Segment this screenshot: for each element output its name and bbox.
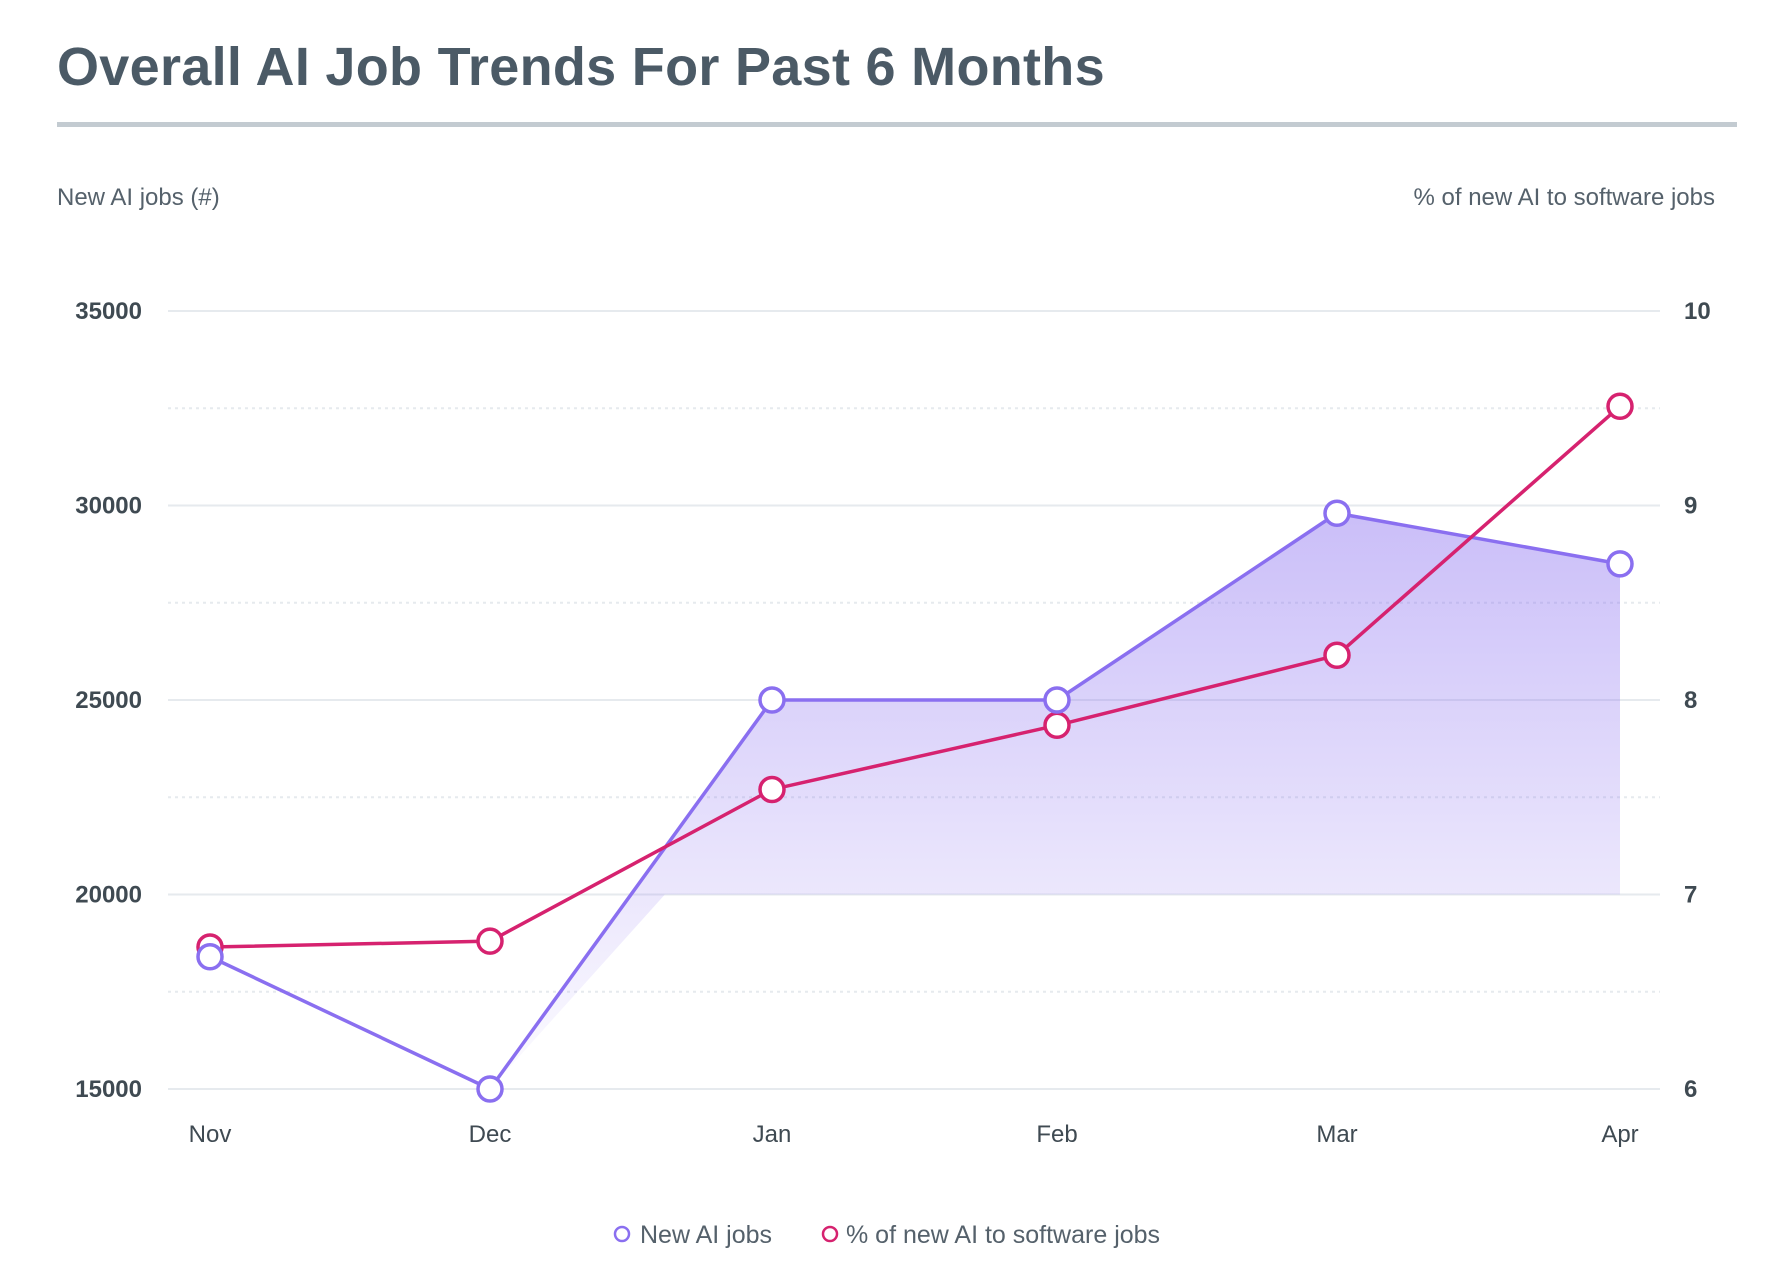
data-point <box>1043 686 1071 714</box>
series-line <box>209 511 1621 1092</box>
x-tick-label: Dec <box>469 1121 512 1148</box>
left-tick-label: 15000 <box>75 1076 142 1103</box>
legend-marker <box>821 1225 839 1243</box>
data-point <box>476 1075 504 1103</box>
data-point <box>476 927 504 955</box>
left-tick-label: 25000 <box>75 687 142 714</box>
right-tick-label: 6 <box>1684 1076 1697 1103</box>
x-tick-label: Feb <box>1036 1121 1077 1148</box>
data-point <box>1043 711 1071 740</box>
right-tick-label: 7 <box>1684 882 1697 909</box>
right-tick-label: 8 <box>1684 687 1697 714</box>
chart-title: Overall AI Job Trends For Past 6 Months <box>57 37 1105 97</box>
right-axis-label: % of new AI to software jobs <box>1413 184 1716 211</box>
title-divider <box>57 122 1737 127</box>
data-point <box>1606 550 1634 578</box>
x-tick-label: Mar <box>1316 1121 1357 1148</box>
data-point <box>1323 641 1351 670</box>
left-axis-label: New AI jobs (#) <box>57 184 220 211</box>
left-tick-label: 35000 <box>75 298 142 325</box>
x-tick-label: Jan <box>753 1121 792 1148</box>
data-point <box>1606 392 1634 421</box>
x-tick-label: Nov <box>189 1121 232 1148</box>
right-tick-label: 9 <box>1684 493 1697 520</box>
legend-label: New AI jobs <box>640 1221 772 1249</box>
data-point <box>758 686 786 714</box>
right-tick-label: 10 <box>1684 298 1711 325</box>
left-tick-label: 20000 <box>75 882 142 909</box>
data-point <box>196 942 224 971</box>
left-tick-label: 30000 <box>75 493 142 520</box>
series-line <box>209 404 1622 949</box>
series-area-fill <box>490 513 1620 1089</box>
legend-marker <box>613 1225 631 1243</box>
data-point <box>758 775 786 804</box>
x-tick-label: Apr <box>1601 1121 1638 1148</box>
data-point <box>1323 499 1351 528</box>
legend-label: % of new AI to software jobs <box>846 1221 1160 1249</box>
